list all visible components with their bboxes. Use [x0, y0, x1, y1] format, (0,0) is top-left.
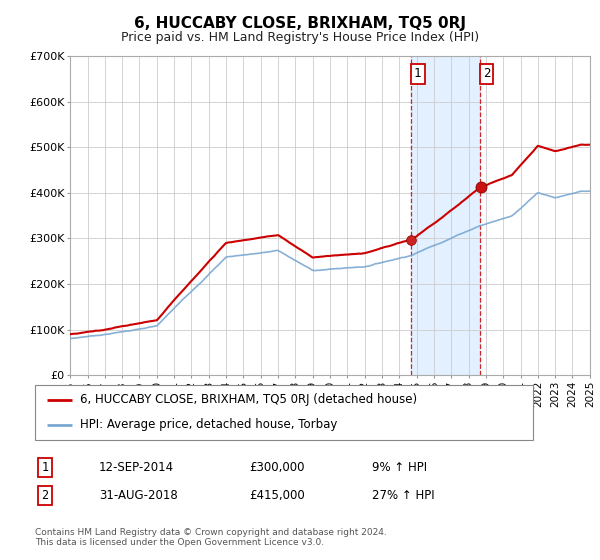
Text: Contains HM Land Registry data © Crown copyright and database right 2024.
This d: Contains HM Land Registry data © Crown c…: [35, 528, 386, 547]
Text: 12-SEP-2014: 12-SEP-2014: [99, 461, 174, 474]
Text: 1: 1: [41, 461, 49, 474]
Text: 27% ↑ HPI: 27% ↑ HPI: [372, 489, 434, 502]
Text: 1: 1: [414, 67, 422, 81]
Text: 6, HUCCABY CLOSE, BRIXHAM, TQ5 0RJ: 6, HUCCABY CLOSE, BRIXHAM, TQ5 0RJ: [134, 16, 466, 31]
Text: 2: 2: [483, 67, 490, 81]
Text: 6, HUCCABY CLOSE, BRIXHAM, TQ5 0RJ (detached house): 6, HUCCABY CLOSE, BRIXHAM, TQ5 0RJ (deta…: [80, 393, 417, 406]
Text: 2: 2: [41, 489, 49, 502]
Text: Price paid vs. HM Land Registry's House Price Index (HPI): Price paid vs. HM Land Registry's House …: [121, 31, 479, 44]
FancyBboxPatch shape: [35, 385, 533, 440]
Text: HPI: Average price, detached house, Torbay: HPI: Average price, detached house, Torb…: [80, 418, 337, 431]
Text: £415,000: £415,000: [249, 489, 305, 502]
Text: 31-AUG-2018: 31-AUG-2018: [99, 489, 178, 502]
Bar: [412, 56, 480, 375]
Text: 9% ↑ HPI: 9% ↑ HPI: [372, 461, 427, 474]
Text: £300,000: £300,000: [249, 461, 305, 474]
